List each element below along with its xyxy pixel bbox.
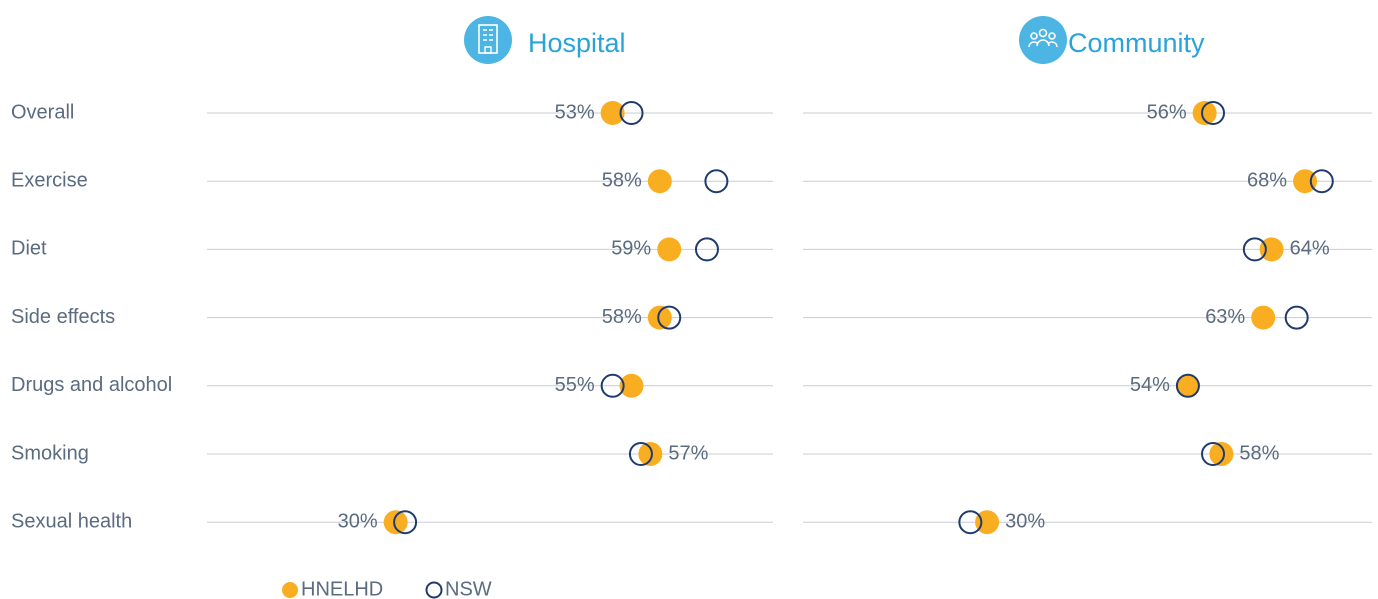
nsw-dot	[1242, 237, 1267, 262]
legend-swatch	[282, 582, 298, 598]
hnelhd-dot	[1251, 305, 1276, 330]
hnelhd-dot	[383, 510, 408, 535]
nsw-dot	[1175, 373, 1200, 398]
value-label: 54%	[1130, 374, 1170, 396]
hnelhd-dot	[1209, 442, 1234, 466]
value-label: 58%	[602, 169, 642, 191]
hospital-icon	[464, 16, 512, 64]
value-label: 68%	[1247, 169, 1287, 191]
value-label: 30%	[1005, 510, 1045, 532]
value-label: 63%	[1205, 306, 1245, 328]
legend-label: NSW	[445, 578, 492, 599]
value-label: 30%	[338, 510, 378, 532]
value-label: 53%	[555, 101, 595, 123]
hnelhd-dot	[619, 373, 644, 398]
category-label: Smoking	[11, 442, 89, 464]
nsw-dot	[1309, 169, 1334, 194]
value-label: 58%	[602, 306, 642, 328]
nsw-dot	[1284, 305, 1309, 330]
value-label: 57%	[668, 442, 708, 464]
category-label: Drugs and alcohol	[11, 374, 172, 396]
nsw-dot	[619, 101, 644, 125]
hnelhd-dot	[638, 442, 663, 466]
hnelhd-dot	[600, 101, 625, 125]
value-label: 64%	[1290, 238, 1330, 260]
value-label: 59%	[611, 238, 651, 260]
nsw-dot	[704, 169, 729, 194]
value-label: 56%	[1147, 101, 1187, 123]
hnelhd-dot	[1175, 373, 1200, 398]
nsw-dot	[694, 237, 719, 262]
category-label: Diet	[11, 238, 47, 260]
nsw-dot	[657, 305, 682, 330]
community-icon	[1019, 16, 1067, 64]
nsw-dot	[958, 510, 983, 535]
nsw-dot	[393, 510, 418, 535]
hnelhd-dot	[1259, 237, 1284, 262]
nsw-dot	[600, 373, 625, 398]
hnelhd-dot	[1293, 169, 1318, 194]
nsw-dot	[1201, 101, 1226, 125]
value-label: 55%	[555, 374, 595, 396]
category-label: Exercise	[11, 169, 88, 191]
category-label: Overall	[11, 101, 74, 123]
legend-label: HNELHD	[301, 578, 383, 599]
value-label: 58%	[1239, 442, 1279, 464]
category-label: Side effects	[11, 306, 115, 328]
hnelhd-dot	[647, 305, 672, 330]
hnelhd-dot	[647, 169, 672, 194]
nsw-dot	[1201, 442, 1226, 466]
panel-title: Community	[1068, 28, 1205, 58]
hnelhd-dot	[975, 510, 1000, 535]
panel-title: Hospital	[528, 28, 626, 58]
nsw-dot	[628, 442, 653, 466]
category-label: Sexual health	[11, 510, 132, 532]
legend-swatch	[425, 581, 443, 599]
hnelhd-dot	[1192, 101, 1217, 125]
hnelhd-dot	[657, 237, 682, 262]
